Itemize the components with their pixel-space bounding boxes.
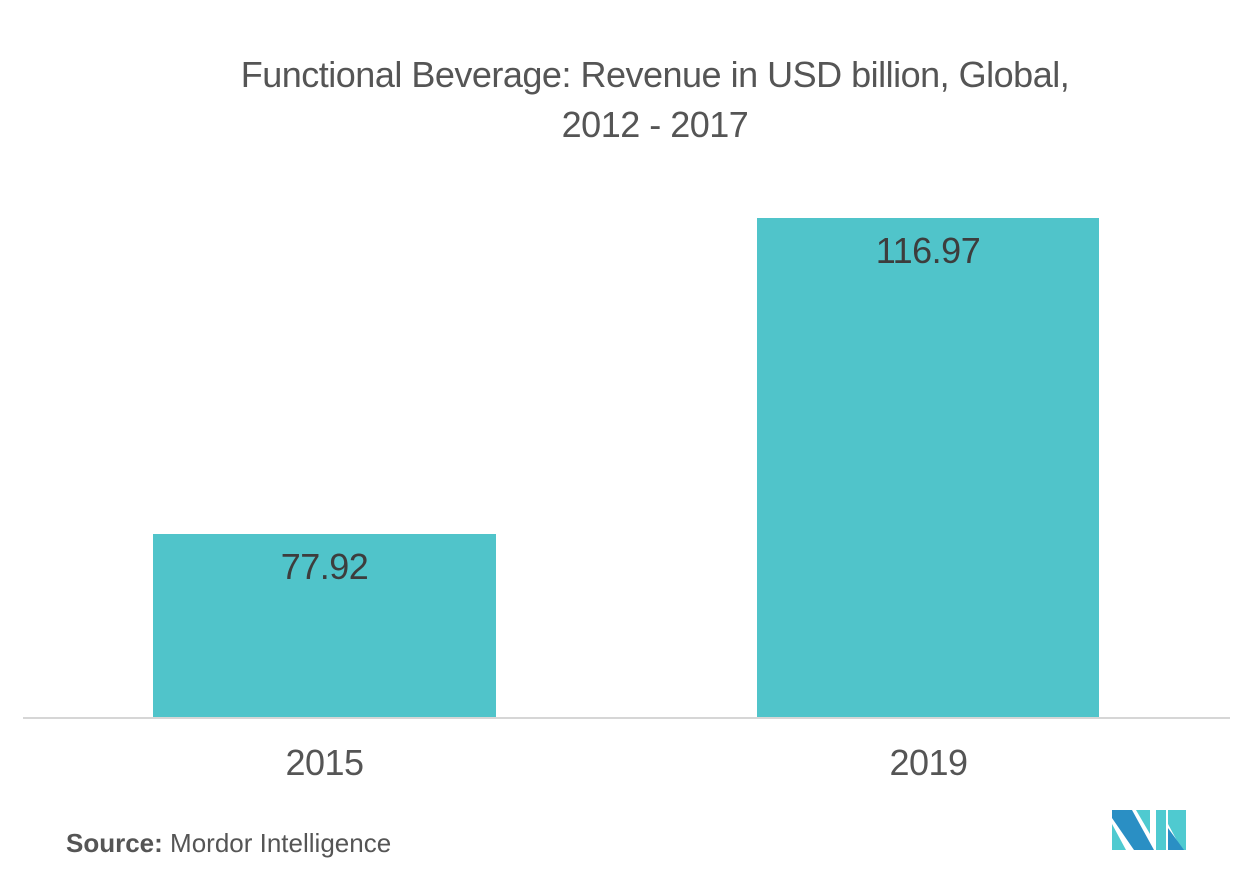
source-label: Source: (66, 828, 163, 858)
source-value: Mordor Intelligence (170, 828, 392, 858)
chart-title-line1: Functional Beverage: Revenue in USD bill… (240, 54, 1070, 95)
x-tick-label: 2019 (889, 742, 968, 783)
x-tick-label: 2015 (285, 742, 364, 783)
chart-title: Functional Beverage: Revenue in USD bill… (0, 50, 1253, 150)
bar-value-label: 116.97 (875, 230, 981, 271)
bar-value-label: 77.92 (280, 546, 369, 587)
bar-2019: 116.97 (757, 218, 1099, 718)
bar-2015: 77.92 (153, 534, 496, 718)
source-note: Source: Mordor Intelligence (66, 828, 391, 859)
mordor-intelligence-logo-icon (1112, 810, 1186, 850)
x-axis-baseline (23, 717, 1230, 719)
chart-title-line2: 2012 - 2017 (561, 104, 749, 145)
